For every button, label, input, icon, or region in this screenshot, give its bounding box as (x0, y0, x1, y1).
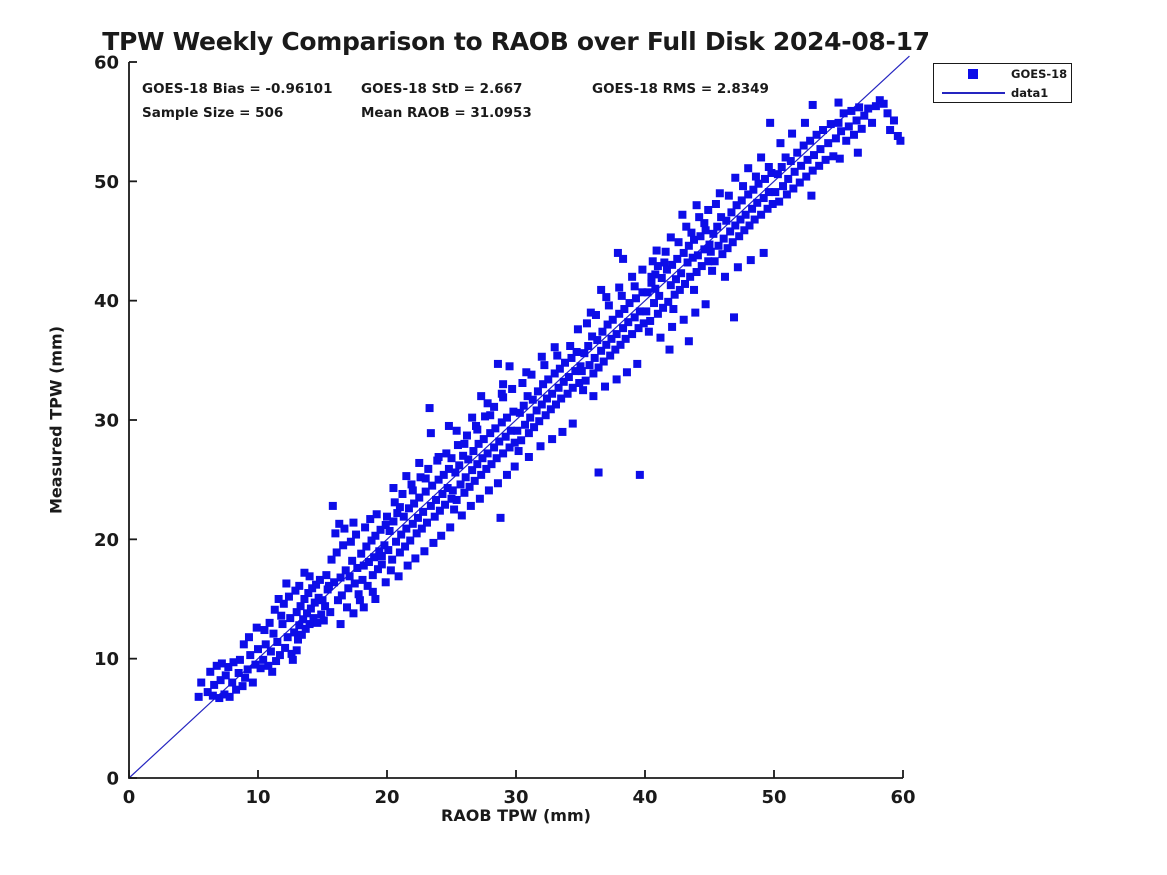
stat-mean-raob: Mean RAOB = 31.0953 (361, 105, 532, 121)
x-axis-label: RAOB TPW (mm) (441, 806, 591, 825)
y-axis-label: Measured TPW (mm) (46, 325, 66, 515)
x-tick-label: 40 (632, 787, 657, 808)
x-tick-label: 60 (890, 787, 915, 808)
axis-ticks-and-labels: 0 10 20 30 40 50 60 0 10 20 30 40 50 60 (94, 53, 916, 809)
x-tick-label: 10 (245, 787, 270, 808)
legend-line-marker-icon (942, 91, 1005, 94)
legend-label: data1 (1011, 85, 1049, 100)
scatter-points-goes18 (194, 96, 905, 703)
y-tick-label: 20 (94, 530, 119, 551)
x-tick-label: 0 (123, 787, 136, 808)
stat-bias: GOES-18 Bias = -0.96101 (142, 81, 333, 97)
stat-sample-size: Sample Size = 506 (142, 105, 284, 121)
legend-entry-goes18: GOES-18 (934, 64, 1071, 83)
y-tick-label: 0 (106, 769, 119, 790)
legend-square-marker-icon (968, 68, 978, 79)
y-tick-label: 50 (94, 172, 119, 193)
legend-label: GOES-18 (1011, 66, 1068, 81)
y-tick-label: 60 (94, 53, 119, 74)
x-tick-label: 30 (503, 787, 528, 808)
stat-rms: GOES-18 RMS = 2.8349 (592, 81, 769, 97)
y-tick-label: 10 (94, 649, 119, 670)
legend-entry-data1: data1 (934, 83, 1071, 102)
y-tick-label: 40 (94, 291, 119, 312)
x-tick-label: 20 (374, 787, 399, 808)
y-tick-label: 30 (94, 411, 119, 432)
x-tick-label: 50 (761, 787, 786, 808)
chart-title: TPW Weekly Comparison to RAOB over Full … (102, 27, 930, 56)
legend: GOES-18 data1 (933, 63, 1072, 103)
stat-std: GOES-18 StD = 2.667 (361, 81, 523, 97)
